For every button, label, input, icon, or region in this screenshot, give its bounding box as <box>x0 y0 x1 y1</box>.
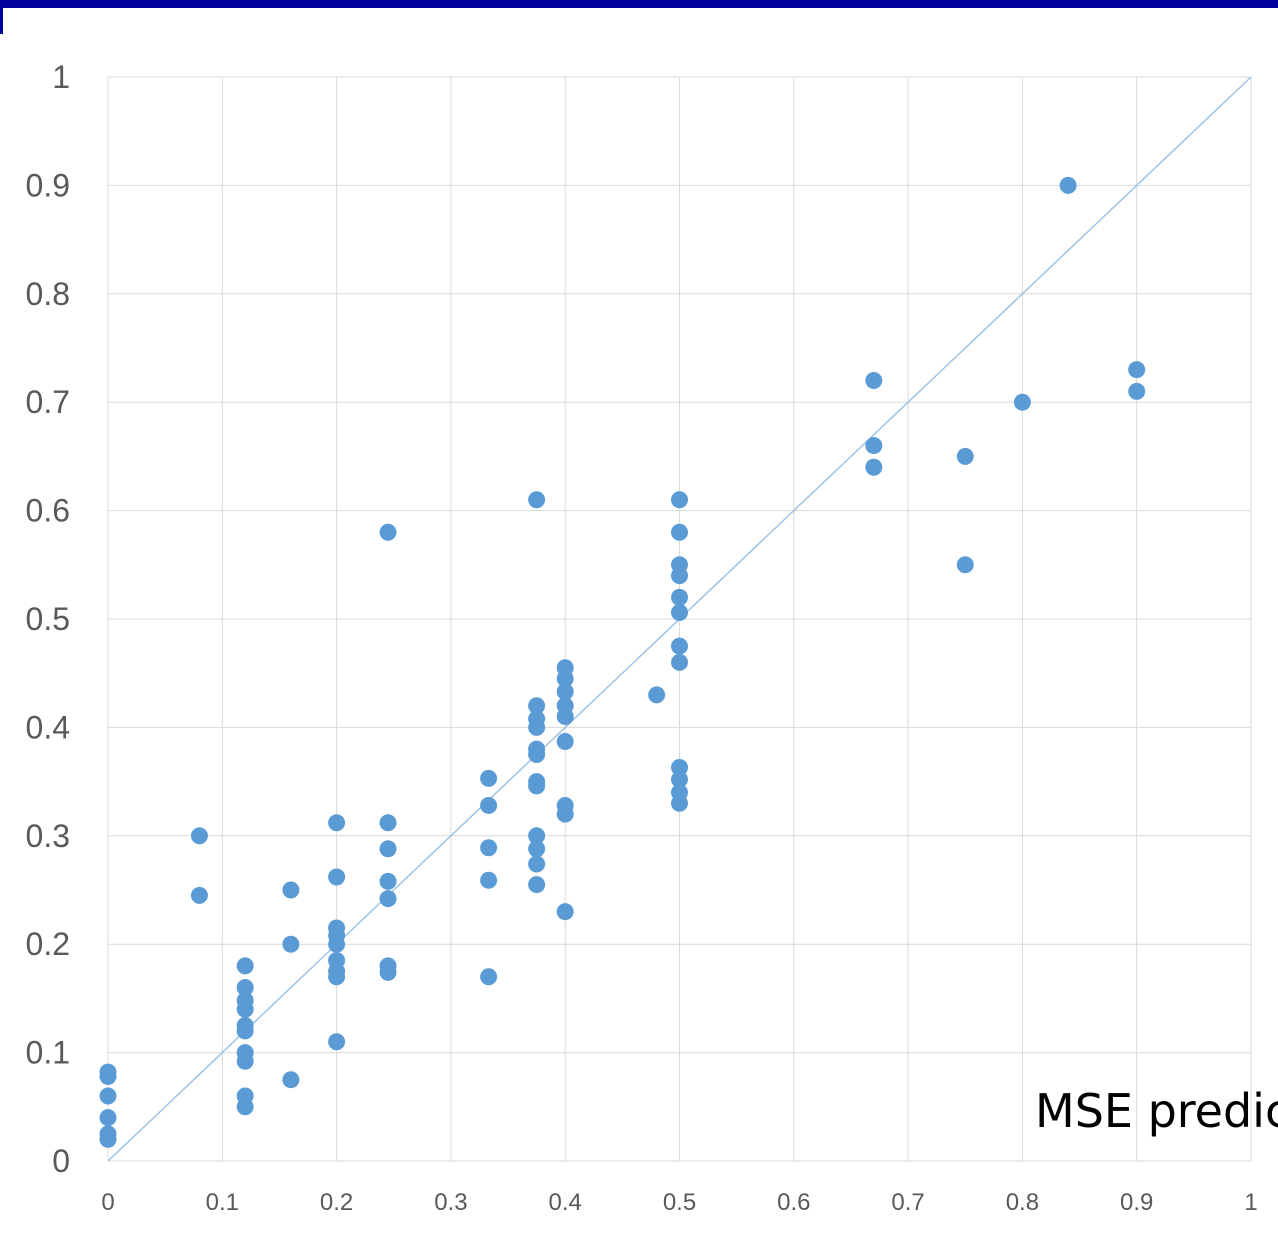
data-point <box>671 770 688 788</box>
x-tick-label: 0 <box>101 1189 114 1216</box>
x-tick-label: 0.6 <box>777 1189 810 1216</box>
data-point <box>1059 176 1077 194</box>
y-tick-label: 0.8 <box>26 276 70 312</box>
data-point <box>865 458 883 476</box>
data-point <box>1013 393 1031 411</box>
y-tick-labels: 0 0.1 0.2 0.3 0.4 0.5 0.6 0.7 0.8 0.9 1 <box>26 59 70 1179</box>
data-point <box>671 491 688 509</box>
data-point <box>956 556 974 574</box>
data-point <box>99 1130 117 1148</box>
data-point <box>528 840 546 858</box>
data-point <box>190 827 208 845</box>
data-point <box>648 686 666 704</box>
y-tick-label: 0.7 <box>26 384 70 420</box>
data-point <box>236 979 254 997</box>
data-point <box>99 1087 117 1105</box>
data-point <box>528 697 546 715</box>
data-point <box>328 814 346 832</box>
x-tick-label: 0.5 <box>663 1189 696 1216</box>
y-tick-label: 0.4 <box>26 709 70 745</box>
data-point <box>236 1022 254 1040</box>
data-point <box>528 827 546 845</box>
y-tick-label: 0 <box>52 1143 70 1179</box>
x-tick-label: 0.9 <box>1120 1189 1153 1216</box>
y-tick-label: 1 <box>52 59 70 95</box>
data-point <box>480 839 498 857</box>
x-tick-labels: 0 0.1 0.2 0.3 0.4 0.5 0.6 0.7 0.8 0.9 1 <box>101 1189 1257 1216</box>
x-tick-label: 1 <box>1244 1189 1257 1216</box>
data-point <box>379 963 397 981</box>
data-points <box>99 176 1146 1148</box>
data-point <box>328 968 346 986</box>
data-point <box>556 805 574 823</box>
data-point <box>480 796 498 814</box>
data-point <box>556 683 574 701</box>
data-point <box>865 437 883 455</box>
data-point <box>556 670 574 688</box>
data-point <box>528 746 546 763</box>
data-point <box>671 794 688 812</box>
header-bar <box>0 0 1278 8</box>
data-point <box>282 881 300 899</box>
y-tick-label: 0.5 <box>26 601 70 637</box>
data-point <box>379 523 397 541</box>
x-tick-label: 0.8 <box>1006 1189 1039 1216</box>
data-point <box>528 855 546 873</box>
data-point <box>236 957 254 975</box>
data-point <box>556 903 574 921</box>
data-point <box>379 872 397 890</box>
data-point <box>528 777 546 795</box>
y-tick-label: 0.2 <box>26 926 70 962</box>
x-tick-label: 0.2 <box>320 1189 353 1216</box>
y-tick-label: 0.1 <box>26 1035 70 1071</box>
data-point <box>480 968 498 986</box>
data-point <box>282 1071 300 1089</box>
data-point <box>328 935 346 953</box>
data-point <box>671 523 688 541</box>
y-tick-label: 0.9 <box>26 167 70 203</box>
mse-prediction-label: MSE predic <box>1035 1084 1278 1138</box>
data-point <box>865 372 883 390</box>
data-point <box>236 1098 254 1116</box>
data-point <box>671 653 688 671</box>
data-point <box>956 447 974 465</box>
data-point <box>1128 382 1146 400</box>
data-point <box>282 935 300 953</box>
header-bar-notch <box>0 8 3 34</box>
data-point <box>528 718 546 736</box>
data-point <box>379 814 397 832</box>
data-point <box>99 1109 117 1127</box>
data-point <box>379 890 397 908</box>
x-tick-label: 0.7 <box>891 1189 924 1216</box>
data-point <box>236 1052 254 1070</box>
data-point <box>190 886 208 904</box>
data-point <box>379 840 397 858</box>
x-tick-label: 0.4 <box>549 1189 582 1216</box>
data-point <box>480 769 498 787</box>
data-point <box>528 876 546 894</box>
data-point <box>556 708 574 726</box>
data-point <box>480 871 498 889</box>
data-point <box>671 603 688 621</box>
data-point <box>671 759 688 777</box>
data-point <box>328 868 346 886</box>
y-tick-label: 0.6 <box>26 493 70 529</box>
y-tick-label: 0.3 <box>26 818 70 854</box>
x-tick-label: 0.3 <box>434 1189 467 1216</box>
data-point <box>236 1000 254 1018</box>
data-point <box>671 567 688 585</box>
data-point <box>528 491 546 509</box>
data-point <box>99 1067 117 1085</box>
data-point <box>671 588 688 606</box>
data-point <box>671 637 688 655</box>
data-point <box>1128 361 1146 379</box>
data-point <box>328 1033 346 1051</box>
x-tick-label: 0.1 <box>206 1189 239 1216</box>
data-point <box>556 732 574 750</box>
